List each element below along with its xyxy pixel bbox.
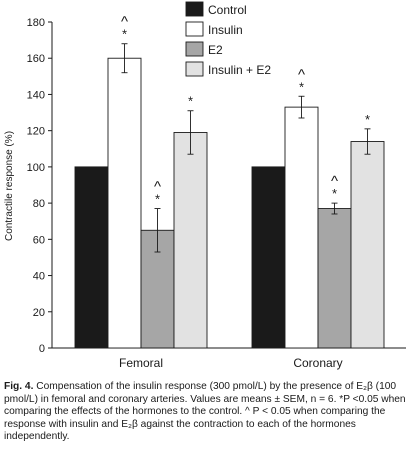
y-tick-label: 120 — [27, 126, 45, 138]
significance-star: * — [299, 79, 304, 94]
y-tick-label: 60 — [33, 234, 45, 246]
significance-star: * — [122, 27, 127, 42]
legend-swatch — [185, 21, 204, 37]
legend-label: Insulin + E2 — [208, 63, 271, 77]
figure-caption: Fig. 4. Compensation of the insulin resp… — [4, 381, 406, 444]
legend-label: Insulin — [208, 23, 243, 37]
significance-star: * — [155, 192, 160, 207]
legend-label: Control — [208, 3, 247, 17]
bar-e2-coronary — [317, 208, 352, 349]
y-tick-label: 80 — [33, 198, 45, 210]
bar-insulin-femoral — [107, 57, 142, 349]
x-category-label: Femoral — [119, 356, 163, 370]
y-tick-label: 20 — [33, 307, 45, 319]
legend-swatch — [185, 41, 204, 57]
y-tick-label: 160 — [27, 53, 45, 65]
bar-control-femoral — [74, 166, 109, 349]
y-tick-label: 140 — [27, 89, 45, 101]
bar-insulin-e2-coronary — [350, 141, 385, 349]
legend-swatch — [185, 1, 204, 17]
y-tick-label: 180 — [27, 17, 45, 29]
y-axis: 0 20 40 60 80 100 120 140 160 180 — [27, 17, 406, 355]
caption-text: Compensation of the insulin response (30… — [4, 381, 406, 443]
legend-swatch — [185, 61, 204, 77]
bars: *^*^*Femoral*^*^*Coronary — [74, 14, 385, 370]
significance-star: * — [365, 112, 370, 127]
y-tick-label: 100 — [27, 162, 45, 174]
legend: Control Insulin E2 Insulin + E2 — [185, 1, 271, 77]
significance-caret: ^ — [121, 14, 128, 31]
caption-label: Fig. 4. — [4, 381, 34, 392]
legend-label: E2 — [208, 43, 223, 57]
significance-caret: ^ — [154, 179, 161, 196]
bar-insulin-coronary — [284, 106, 319, 349]
significance-star: * — [188, 94, 193, 109]
y-tick-label: 0 — [39, 343, 45, 355]
x-category-label: Coronary — [293, 356, 342, 370]
significance-caret: ^ — [331, 173, 338, 190]
significance-star: * — [332, 186, 337, 201]
bar-control-coronary — [251, 166, 286, 349]
bar-insulin-e2-femoral — [173, 132, 208, 349]
y-tick-label: 40 — [33, 271, 45, 283]
significance-caret: ^ — [298, 66, 305, 83]
y-axis-label: Contractile response (%) — [4, 131, 15, 241]
